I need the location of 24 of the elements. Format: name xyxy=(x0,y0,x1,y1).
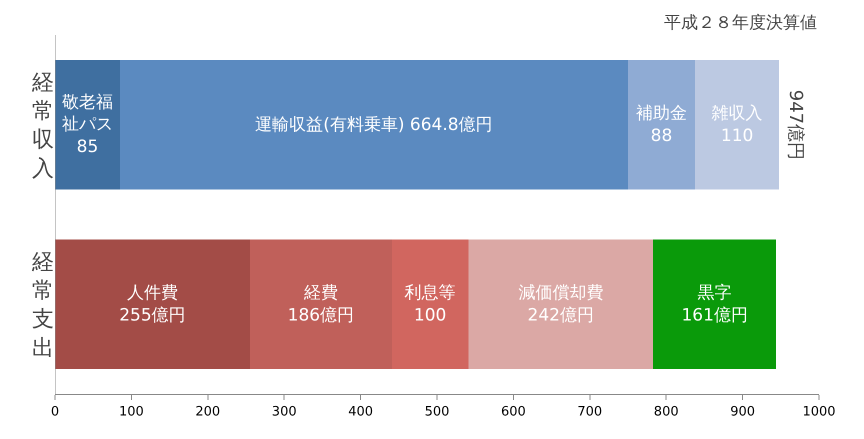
x-tick-label: 0 xyxy=(50,404,60,420)
x-tick-label: 400 xyxy=(348,404,374,420)
x-tick-label: 1000 xyxy=(802,404,836,420)
y-tick-label: 経常支出 xyxy=(31,250,54,361)
data-label: 人件費 255億円 xyxy=(119,283,186,326)
x-tick-label: 300 xyxy=(272,404,297,420)
data-label: 補助金 88 xyxy=(636,104,687,146)
x-tick-label: 900 xyxy=(730,404,756,420)
data-label: 黒字 161億円 xyxy=(681,283,748,326)
data-label: 敬老福祉パス 85 xyxy=(62,92,113,157)
data-label: 利息等 100 xyxy=(404,283,456,326)
x-tick-label: 800 xyxy=(654,404,679,420)
annotation: 947億円 xyxy=(784,90,806,160)
x-tick-label: 700 xyxy=(577,404,602,420)
data-label: 減価償却費 242億円 xyxy=(518,283,604,326)
data-label: 運輸収益(有料乗車) 664.8億円 xyxy=(255,114,493,135)
text: 平成２８年度決算値 xyxy=(664,13,817,33)
x-tick-label: 100 xyxy=(118,404,144,420)
x-tick-label: 500 xyxy=(424,404,450,420)
data-label: 雑収入 110 xyxy=(712,104,763,146)
x-tick-label: 600 xyxy=(500,404,526,420)
x-tick-label: 200 xyxy=(195,404,220,420)
data-label: 経費 186億円 xyxy=(288,283,354,326)
y-tick-label: 経常収入 xyxy=(31,70,54,182)
